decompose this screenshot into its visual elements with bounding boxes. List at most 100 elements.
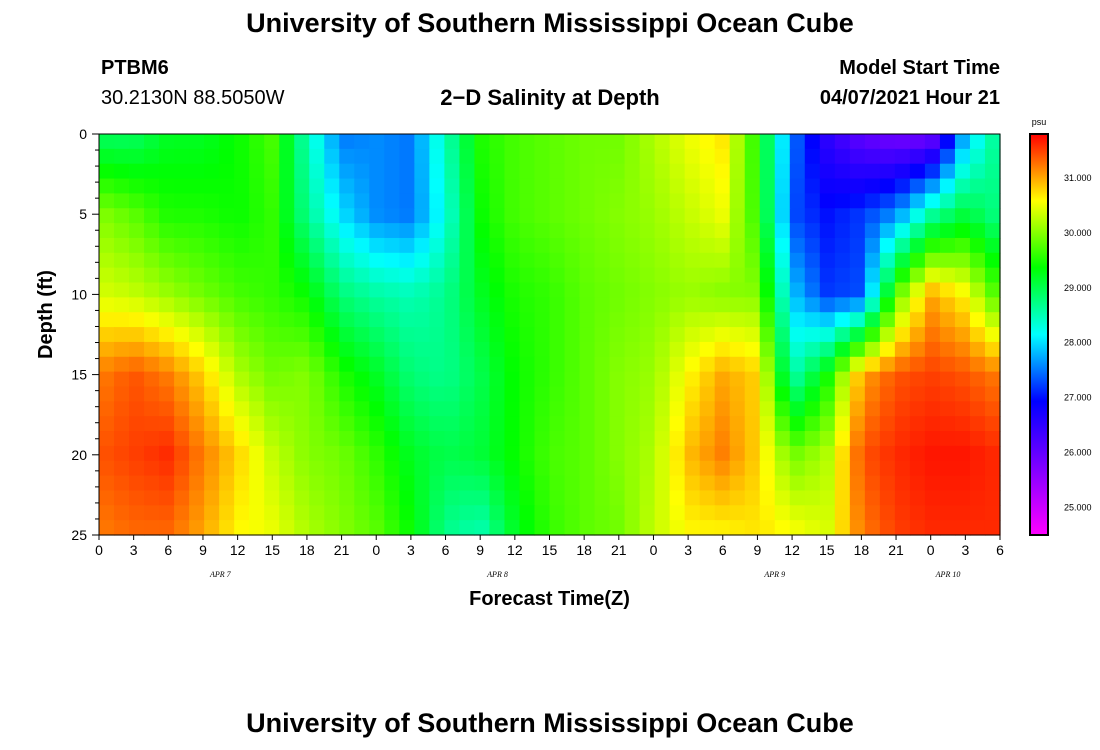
heatmap-cell (219, 134, 235, 150)
heatmap-cell (909, 134, 926, 150)
heatmap-cell (189, 148, 205, 165)
heatmap-cell (969, 445, 986, 462)
heatmap-cell (654, 297, 671, 313)
heatmap-cell (339, 193, 355, 209)
heatmap-cell (789, 371, 806, 388)
heatmap-cell (534, 193, 551, 209)
heatmap-cell (804, 475, 821, 492)
heatmap-cell (804, 208, 821, 224)
heatmap-cell (849, 505, 866, 521)
heatmap-cell (714, 386, 731, 402)
heatmap-cell (354, 312, 370, 328)
heatmap-cell (654, 252, 671, 269)
heatmap-cell (699, 312, 716, 328)
heatmap-cell (114, 341, 130, 358)
heatmap-cell (159, 475, 175, 492)
heatmap-cell (864, 163, 881, 180)
heatmap-cell (849, 460, 866, 477)
plot-title: 2−D Salinity at Depth (440, 85, 660, 110)
heatmap-cell (324, 431, 340, 447)
heatmap-cell (519, 356, 536, 373)
heatmap-cell (159, 223, 175, 239)
heatmap-cell (444, 193, 460, 209)
heatmap-cell (279, 520, 295, 536)
heatmap-cell (99, 386, 115, 402)
heatmap-cell (534, 252, 551, 269)
heatmap-cell (324, 327, 340, 343)
heatmap-cell (984, 520, 1001, 536)
heatmap-cell (354, 386, 370, 402)
heatmap-cell (519, 223, 536, 239)
heatmap-cell (939, 490, 956, 506)
heatmap-cell (864, 252, 881, 269)
heatmap-cell (399, 490, 415, 506)
heatmap-cell (984, 267, 1001, 284)
heatmap-cell (249, 148, 265, 165)
heatmap-cell (984, 356, 1001, 373)
heatmap-cell (264, 148, 280, 165)
heatmap-cell (789, 460, 806, 477)
heatmap-cell (864, 282, 881, 298)
heatmap-cell (894, 163, 911, 180)
heatmap-cell (984, 282, 1001, 298)
heatmap-cell (204, 401, 220, 417)
heatmap-cell (294, 208, 310, 224)
heatmap-cell (249, 297, 265, 313)
x-tick-label: 15 (819, 542, 835, 558)
x-tick-label: 9 (199, 542, 207, 558)
heatmap-cell (294, 327, 310, 343)
heatmap-cell (789, 134, 806, 150)
heatmap-cell (759, 490, 776, 506)
heatmap-cell (129, 416, 145, 432)
heatmap-cell (219, 193, 235, 209)
heatmap-cell (564, 134, 581, 150)
heatmap-cell (99, 341, 115, 358)
heatmap-cell (309, 327, 325, 343)
heatmap-cell (714, 282, 731, 298)
heatmap-cell (249, 193, 265, 209)
heatmap-cell (894, 431, 911, 447)
heatmap-cell (99, 134, 115, 150)
heatmap-cell (954, 282, 971, 298)
heatmap-cell (864, 297, 881, 313)
heatmap-cell (354, 223, 370, 239)
top-title: University of Southern Mississippi Ocean… (246, 8, 854, 38)
heatmap-cell (174, 267, 190, 284)
heatmap-cell (294, 371, 310, 388)
heatmap-cell (909, 431, 926, 447)
heatmap-cell (369, 193, 385, 209)
heatmap-cell (324, 341, 340, 358)
heatmap-cell (579, 237, 596, 254)
heatmap-cell (609, 237, 626, 254)
heatmap-cell (339, 237, 355, 254)
heatmap-cell (639, 356, 656, 373)
heatmap-cell (759, 267, 776, 284)
heatmap-cell (984, 371, 1001, 388)
heatmap-cell (609, 297, 626, 313)
heatmap-cell (954, 267, 971, 284)
heatmap-cell (489, 267, 506, 284)
heatmap-cell (99, 520, 115, 536)
heatmap-cell (129, 520, 145, 536)
heatmap-cell (699, 416, 716, 432)
heatmap-cell (474, 237, 491, 254)
heatmap-cell (174, 297, 190, 313)
heatmap-cell (714, 460, 731, 477)
heatmap-cell (729, 148, 746, 165)
x-tick-label: 15 (264, 542, 280, 558)
heatmap-cell (819, 134, 836, 150)
heatmap-cell (99, 505, 115, 521)
x-tick-label: 18 (854, 542, 870, 558)
heatmap-cell (189, 445, 205, 462)
heatmap-cell (624, 520, 641, 536)
heatmap-cell (204, 178, 220, 195)
heatmap-cell (309, 282, 325, 298)
heatmap-cell (534, 297, 551, 313)
heatmap-cell (654, 193, 671, 209)
heatmap-cell (474, 445, 491, 462)
heatmap-cell (984, 401, 1001, 417)
heatmap-cell (189, 327, 205, 343)
heatmap-cell (954, 416, 971, 432)
heatmap-cell (174, 341, 190, 358)
heatmap-cell (954, 431, 971, 447)
